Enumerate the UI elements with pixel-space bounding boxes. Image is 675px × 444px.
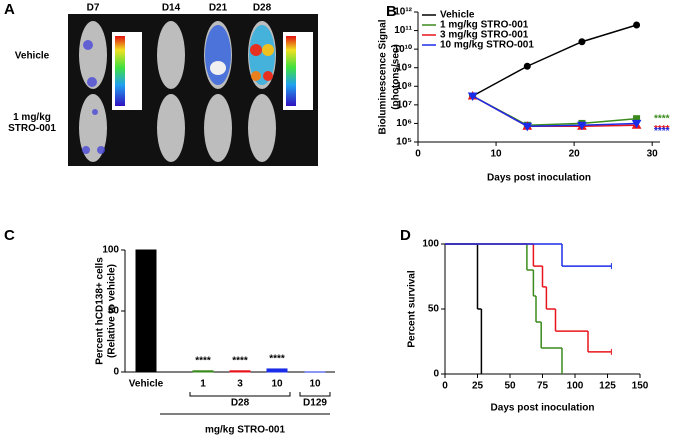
x-tick-label: 25 [472,381,484,392]
x-tick-label: 30 [647,149,659,160]
x-axis-title: Days post inoculation [491,403,595,414]
series-line [473,96,637,125]
bar [230,371,250,372]
y-axis-title: Percent hCD138+ cells [95,257,106,365]
x-tick-label: 150 [632,381,649,392]
x-tick-label: 0 [415,149,421,160]
y-tick-label: 10¹¹ [394,25,412,36]
significance: **** [654,126,670,137]
row-label-box: 1 mg/kg STRO-001 [2,112,62,152]
x-axis-title: Days post inoculation [487,173,591,184]
significance: **** [195,355,211,366]
group-label: D28 [231,398,250,409]
y-tick-label: 10⁶ [396,118,412,129]
x-tick-label: 10 [309,379,321,390]
x-tick-label: 50 [504,381,516,392]
x-tick-label: 1 [200,379,206,390]
mouse-images [68,14,318,166]
series-line [473,96,637,126]
x-tick-label: 3 [237,379,243,390]
x-tick-label: Vehicle [129,379,164,390]
x-tick-label: 20 [569,149,581,160]
y-tick-label: 10⁵ [396,137,412,148]
y-tick-label: 0 [433,369,439,380]
marker [524,63,530,69]
row-label: 1 mg/kg STRO-001 [2,112,62,134]
day-label: D28 [253,3,272,14]
x-tick-label: 75 [537,381,549,392]
y-axis-title: (Relative to vehicle) [107,264,118,358]
x-tick-label: 0 [442,381,448,392]
bar [193,371,213,372]
y-tick-label: 10¹² [394,7,412,18]
panel-letter: A [4,1,15,18]
significance: **** [269,354,285,365]
marker [579,39,585,45]
panel-letter: D [400,227,411,244]
y-tick-label: 100 [102,245,119,256]
y-axis-title: Bioluminescence Signal [378,19,389,134]
row-label: Vehicle [15,51,50,62]
day-label: D14 [162,3,181,14]
series-line [473,96,637,126]
panel-letter: C [4,227,15,244]
y-axis-title: (photons/sec) [391,44,402,110]
y-axis-title: Percent survival [407,270,418,347]
y-tick-label: 0 [113,367,119,378]
day-label: D21 [209,3,228,14]
significance: **** [654,113,670,124]
day-label: D7 [87,3,100,14]
x-tick-label: 125 [599,381,616,392]
x-tick-label: 100 [567,381,584,392]
significance: **** [232,355,248,366]
bar [267,369,287,372]
x-axis-title: mg/kg STRO-001 [205,425,285,436]
y-tick-label: 50 [428,304,440,315]
y-tick-label: 100 [422,239,439,250]
x-tick-label: 10 [491,149,503,160]
legend-label: 10 mg/kg STRO-001 [440,40,534,51]
group-label: D129 [303,398,327,409]
bar [136,250,156,372]
x-tick-label: 10 [271,379,283,390]
marker [634,22,640,28]
